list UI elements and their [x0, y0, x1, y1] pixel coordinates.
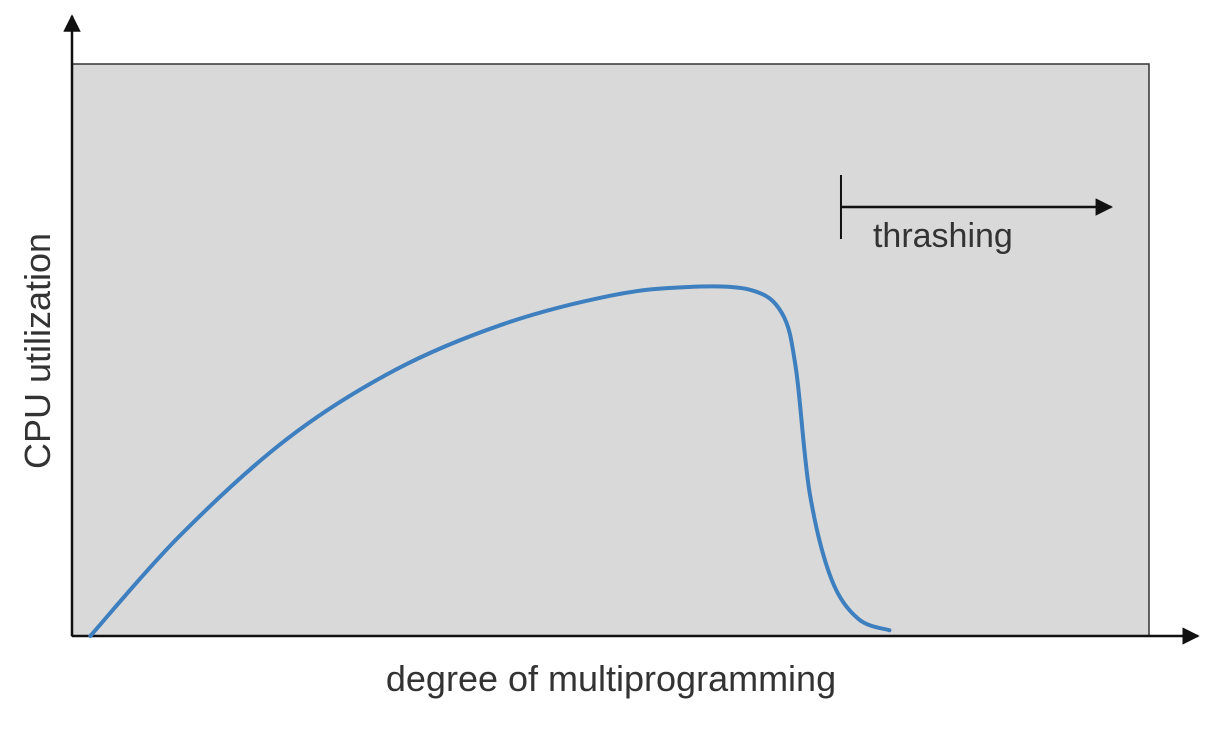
- thrashing-label: thrashing: [873, 217, 1013, 255]
- x-axis-label: degree of multiprogramming: [386, 658, 836, 699]
- y-axis-label: CPU utilization: [17, 233, 58, 469]
- cpu-utilization-curve: [88, 284, 892, 638]
- plot-background: [71, 63, 1150, 637]
- thrashing-annotation: thrashing: [839, 175, 1114, 255]
